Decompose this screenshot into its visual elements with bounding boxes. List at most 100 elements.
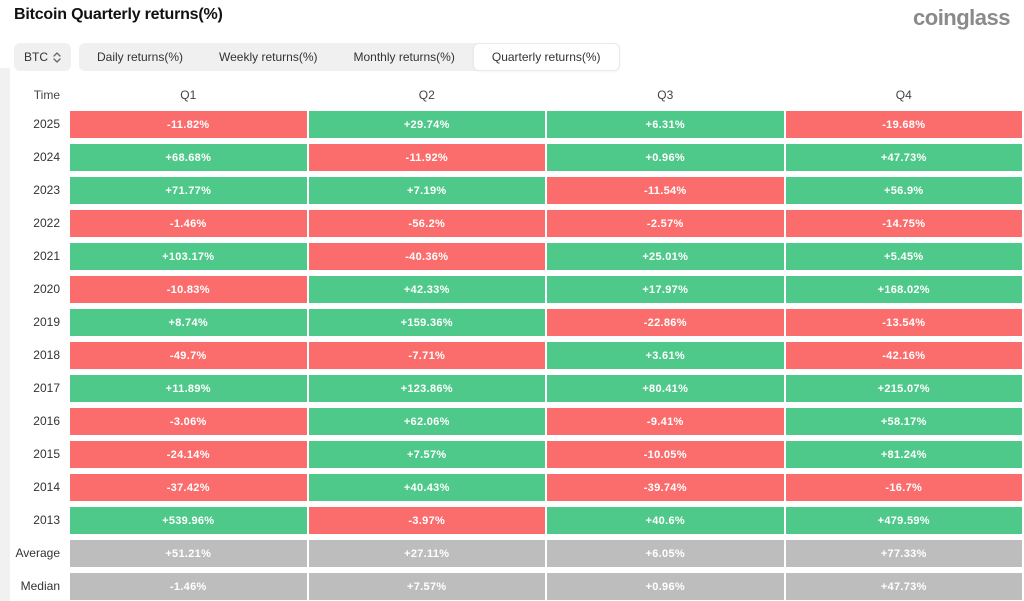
row-label: 2019	[33, 315, 60, 329]
cell-q4: +47.73%	[785, 573, 1022, 600]
cell-q3: -11.54%	[547, 177, 784, 204]
row-label: 2020	[33, 282, 60, 296]
cell-q4: -14.75%	[785, 210, 1022, 237]
controls-bar: BTC Daily returns(%) Weekly returns(%) M…	[0, 29, 1024, 71]
table-row-2019: 2019 +8.74% +159.36% -22.86% -13.54%	[0, 309, 1024, 336]
cell-q3: +0.96%	[547, 573, 784, 600]
cell-q2: +29.74%	[308, 111, 545, 138]
cell-q3: +3.61%	[547, 342, 784, 369]
tab-daily-returns[interactable]: Daily returns(%)	[79, 43, 201, 71]
column-header-time: Time	[33, 88, 60, 102]
cell-q2: +7.57%	[308, 573, 545, 600]
coinglass-logo: coinglass	[913, 5, 1010, 30]
row-label: 2018	[33, 348, 60, 362]
cell-q4: -19.68%	[785, 111, 1022, 138]
row-label: 2016	[33, 414, 60, 428]
cell-q4: +77.33%	[785, 540, 1022, 567]
row-label: 2025	[33, 117, 60, 131]
row-label: 2021	[33, 249, 60, 263]
column-header-q1: Q1	[180, 88, 197, 102]
cell-q4: -13.54%	[785, 309, 1022, 336]
row-label: 2024	[33, 150, 60, 164]
table-row-2016: 2016 -3.06% +62.06% -9.41% +58.17%	[0, 408, 1024, 435]
tab-quarterly-returns[interactable]: Quarterly returns(%)	[472, 43, 620, 71]
cell-q3: +25.01%	[547, 243, 784, 270]
cell-q4: +168.02%	[785, 276, 1022, 303]
cell-q2: -3.97%	[308, 507, 545, 534]
cell-q1: +8.74%	[70, 309, 307, 336]
table-row-2022: 2022 -1.46% -56.2% -2.57% -14.75%	[0, 210, 1024, 237]
tab-label: Daily returns(%)	[97, 50, 184, 64]
tab-monthly-returns[interactable]: Monthly returns(%)	[335, 43, 472, 71]
symbol-select[interactable]: BTC	[14, 43, 71, 71]
cell-q1: +71.77%	[70, 177, 307, 204]
cell-q4: -16.7%	[785, 474, 1022, 501]
cell-q4: -42.16%	[785, 342, 1022, 369]
sort-arrows-icon	[53, 51, 61, 63]
cell-q2: -7.71%	[308, 342, 545, 369]
cell-q1: +539.96%	[70, 507, 307, 534]
cell-q1: -10.83%	[70, 276, 307, 303]
returns-interval-tabs: Daily returns(%) Weekly returns(%) Month…	[79, 43, 620, 71]
table-row-2017: 2017 +11.89% +123.86% +80.41% +215.07%	[0, 375, 1024, 402]
cell-q4: +81.24%	[785, 441, 1022, 468]
cell-q4: +47.73%	[785, 144, 1022, 171]
cell-q4: +56.9%	[785, 177, 1022, 204]
page-title: Bitcoin Quarterly returns(%)	[14, 6, 223, 23]
cell-q3: -2.57%	[547, 210, 784, 237]
row-label: Median	[20, 579, 60, 593]
cell-q4: +479.59%	[785, 507, 1022, 534]
tab-label: Monthly returns(%)	[353, 50, 455, 64]
cell-q4: +215.07%	[785, 375, 1022, 402]
table-row-2020: 2020 -10.83% +42.33% +17.97% +168.02%	[0, 276, 1024, 303]
symbol-select-value: BTC	[24, 50, 48, 64]
row-label: 2014	[33, 480, 60, 494]
cell-q2: -56.2%	[308, 210, 545, 237]
cell-q3: +40.6%	[547, 507, 784, 534]
table-row-2018: 2018 -49.7% -7.71% +3.61% -42.16%	[0, 342, 1024, 369]
column-header-q3: Q3	[657, 88, 674, 102]
cell-q4: +5.45%	[785, 243, 1022, 270]
page-header: Bitcoin Quarterly returns(%) coinglass	[0, 0, 1024, 29]
cell-q1: +11.89%	[70, 375, 307, 402]
row-label: 2023	[33, 183, 60, 197]
row-label: 2015	[33, 447, 60, 461]
cell-q2: +7.57%	[308, 441, 545, 468]
table-row-average: Average +51.21% +27.11% +6.05% +77.33%	[0, 540, 1024, 567]
column-header-q2: Q2	[418, 88, 435, 102]
cell-q1: +103.17%	[70, 243, 307, 270]
cell-q3: +0.96%	[547, 144, 784, 171]
tab-weekly-returns[interactable]: Weekly returns(%)	[201, 43, 335, 71]
tab-label: Quarterly returns(%)	[491, 50, 601, 64]
table-row-2024: 2024 +68.68% -11.92% +0.96% +47.73%	[0, 144, 1024, 171]
cell-q1: +51.21%	[70, 540, 307, 567]
table-header-row: Time Q1 Q2 Q3 Q4	[0, 83, 1024, 107]
table-row-2015: 2015 -24.14% +7.57% -10.05% +81.24%	[0, 441, 1024, 468]
table-row-2023: 2023 +71.77% +7.19% -11.54% +56.9%	[0, 177, 1024, 204]
table-row-2013: 2013 +539.96% -3.97% +40.6% +479.59%	[0, 507, 1024, 534]
cell-q2: +42.33%	[308, 276, 545, 303]
cell-q3: -22.86%	[547, 309, 784, 336]
row-label: 2017	[33, 381, 60, 395]
tab-label: Weekly returns(%)	[219, 50, 318, 64]
cell-q1: -24.14%	[70, 441, 307, 468]
cell-q1: -1.46%	[70, 573, 307, 600]
row-label: 2013	[33, 513, 60, 527]
row-label: Average	[15, 546, 60, 560]
cell-q2: +159.36%	[308, 309, 545, 336]
cell-q2: -11.92%	[308, 144, 545, 171]
cell-q3: +17.97%	[547, 276, 784, 303]
cell-q1: -49.7%	[70, 342, 307, 369]
cell-q3: -9.41%	[547, 408, 784, 435]
cell-q1: -1.46%	[70, 210, 307, 237]
cell-q3: +80.41%	[547, 375, 784, 402]
cell-q2: +7.19%	[308, 177, 545, 204]
cell-q2: +27.11%	[308, 540, 545, 567]
table-row-2021: 2021 +103.17% -40.36% +25.01% +5.45%	[0, 243, 1024, 270]
cell-q3: +6.05%	[547, 540, 784, 567]
cell-q3: +6.31%	[547, 111, 784, 138]
returns-table-body: 2025 -11.82% +29.74% +6.31% -19.68% 2024…	[0, 111, 1024, 600]
cell-q1: -11.82%	[70, 111, 307, 138]
cell-q4: +58.17%	[785, 408, 1022, 435]
table-row-2025: 2025 -11.82% +29.74% +6.31% -19.68%	[0, 111, 1024, 138]
